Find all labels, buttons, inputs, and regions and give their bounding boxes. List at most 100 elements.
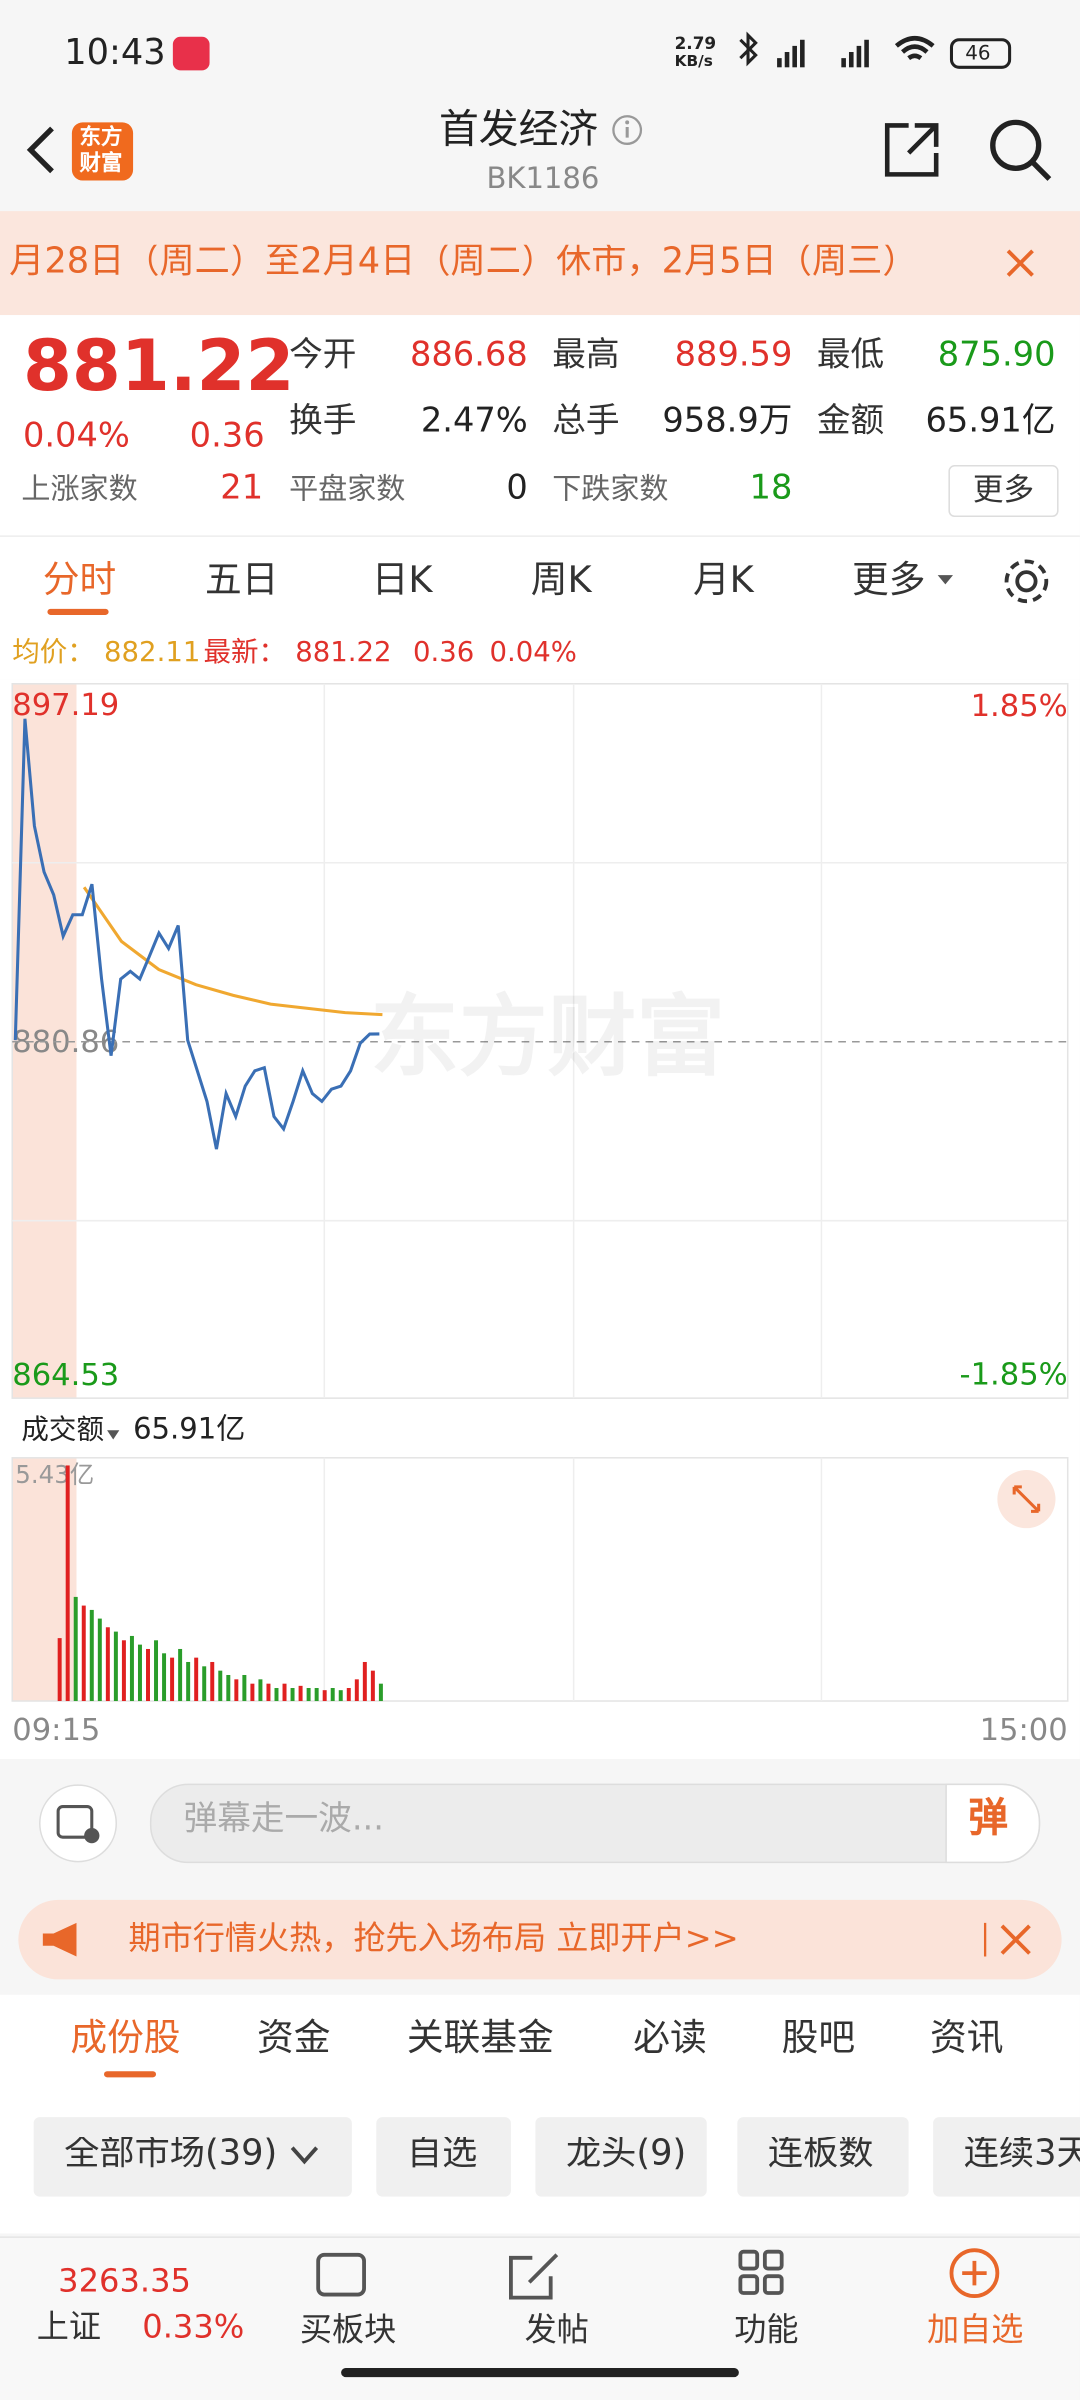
notice-close[interactable]: [1002, 245, 1039, 282]
volume-bar: [194, 1657, 199, 1702]
stat-value: 886.68: [409, 336, 528, 375]
volume-bar: [322, 1690, 327, 1702]
share-button[interactable]: [881, 119, 942, 180]
danmaku-button[interactable]: [945, 1783, 1041, 1864]
stat-value: 2.47%: [420, 402, 528, 441]
volume-bar: [113, 1631, 118, 1702]
volume-bar: [146, 1648, 150, 1702]
chart-tab[interactable]: 分时: [42, 558, 117, 602]
volume-bar: [330, 1688, 335, 1702]
section-tab[interactable]: 资金: [256, 2016, 331, 2059]
app-icon: [172, 36, 210, 71]
volume-bar: [81, 1605, 86, 1702]
volume-bar: [154, 1640, 159, 1702]
tab-more-arrow: [937, 575, 954, 585]
page-title: 首发经济: [439, 107, 599, 153]
comment-placeholder: 弹幕走一波...: [183, 1800, 384, 1839]
ad-icon: [42, 1922, 77, 1957]
net-speed: 2.79: [674, 33, 717, 54]
filter-chip[interactable]: [933, 2117, 1080, 2197]
volume-bar: [97, 1618, 102, 1702]
more-button[interactable]: [948, 465, 1059, 518]
avg-price: 882.11: [104, 636, 201, 669]
home-indicator: [341, 2367, 739, 2378]
filter-chip[interactable]: [376, 2117, 511, 2197]
chart-tab[interactable]: 月K: [692, 558, 754, 602]
chart-tab[interactable]: 周K: [530, 558, 592, 602]
volume-bar: [370, 1670, 375, 1702]
settings-button[interactable]: [1000, 555, 1052, 607]
index-name[interactable]: 上证: [36, 2308, 101, 2346]
y-tick-label: 897.19: [12, 688, 119, 723]
volume-bar: [250, 1683, 255, 1702]
stat-value: 958.9万: [662, 402, 793, 441]
volume-bar: [258, 1679, 263, 1702]
volume-bar: [121, 1640, 126, 1702]
section-tab[interactable]: 必读: [633, 2016, 707, 2059]
stat-label: 最低: [816, 336, 885, 375]
ad-close[interactable]: [979, 1918, 1040, 1961]
index-value[interactable]: 3263.35: [58, 2262, 191, 2300]
volume-tick-label: 5.43亿: [15, 1460, 94, 1489]
nav-item[interactable]: 加自选: [926, 2311, 1024, 2349]
filter-chip[interactable]: [737, 2117, 909, 2197]
stat-label: 换手: [289, 402, 357, 441]
danmaku-label: 弹: [968, 1795, 1009, 1842]
filter-chip[interactable]: [535, 2117, 707, 2197]
volume-bar: [306, 1688, 311, 1702]
volume-total: 65.91亿: [133, 1411, 245, 1445]
section-tab[interactable]: 资讯: [930, 2016, 1004, 2059]
section-tab[interactable]: 成份股: [70, 2016, 181, 2059]
index-change[interactable]: 0.33%: [142, 2308, 245, 2346]
filter-label: 自选: [406, 2136, 478, 2173]
chart-tab[interactable]: 五日: [204, 558, 279, 602]
filter-label: 连续3天: [963, 2136, 1080, 2173]
active-tab-indicator: [47, 608, 109, 615]
comment-menu-button[interactable]: [37, 1782, 120, 1865]
avg-label: 均价：: [12, 636, 95, 669]
back-button[interactable]: [18, 122, 64, 183]
volume-bar: [178, 1648, 183, 1702]
volume-bar: [162, 1653, 167, 1702]
pct-tick-label: -1.85%: [960, 1357, 1068, 1392]
intraday-chart: 864.53880.86897.19-1.85%1.85%东方财富5.43亿成交…: [0, 679, 1080, 1760]
section-tab[interactable]: 股吧: [781, 2016, 856, 2059]
last-label: 最新：: [203, 636, 287, 669]
last-value: 881.22: [295, 636, 392, 669]
filter-dropdown-arrow: [290, 2146, 319, 2165]
nav-item[interactable]: 功能: [734, 2311, 799, 2349]
volume-bar: [242, 1674, 247, 1702]
filter-label: 全部市场(39): [64, 2136, 278, 2173]
info-change-pct: 0.04%: [489, 636, 577, 669]
volume-bar: [354, 1679, 359, 1702]
chart-tab[interactable]: 更多: [852, 558, 926, 602]
info-icon[interactable]: [610, 113, 647, 150]
volume-bar: [346, 1688, 351, 1702]
nav-item[interactable]: 买板块: [299, 2311, 397, 2349]
volume-bar: [210, 1661, 215, 1702]
search-button[interactable]: [987, 116, 1054, 183]
nav-icons: [316, 2248, 1000, 2300]
volume-bar: [218, 1670, 223, 1702]
filter-label: 龙头(9): [565, 2136, 687, 2173]
chart-tabs: [0, 535, 1080, 629]
time-start: 09:15: [12, 1713, 100, 1748]
volume-bar: [186, 1661, 191, 1702]
ad-banner[interactable]: [18, 1899, 1062, 1980]
nav-item[interactable]: 发帖: [524, 2311, 589, 2349]
chart-tab[interactable]: 日K: [371, 558, 433, 602]
battery-level: 46: [965, 42, 991, 66]
logo-text-top: 东方: [79, 125, 123, 150]
change-amount: 0.36: [189, 417, 265, 456]
section-tab[interactable]: 关联基金: [406, 2016, 554, 2059]
time-end: 15:00: [980, 1713, 1068, 1748]
change-percent: 0.04%: [22, 417, 130, 456]
volume-bar: [298, 1685, 303, 1702]
stat-value: 65.91亿: [925, 402, 1056, 441]
info-change: 0.36: [413, 636, 475, 669]
comment-input[interactable]: [149, 1783, 1041, 1864]
stat-label: 总手: [552, 402, 620, 441]
volume-bar: [202, 1666, 207, 1702]
